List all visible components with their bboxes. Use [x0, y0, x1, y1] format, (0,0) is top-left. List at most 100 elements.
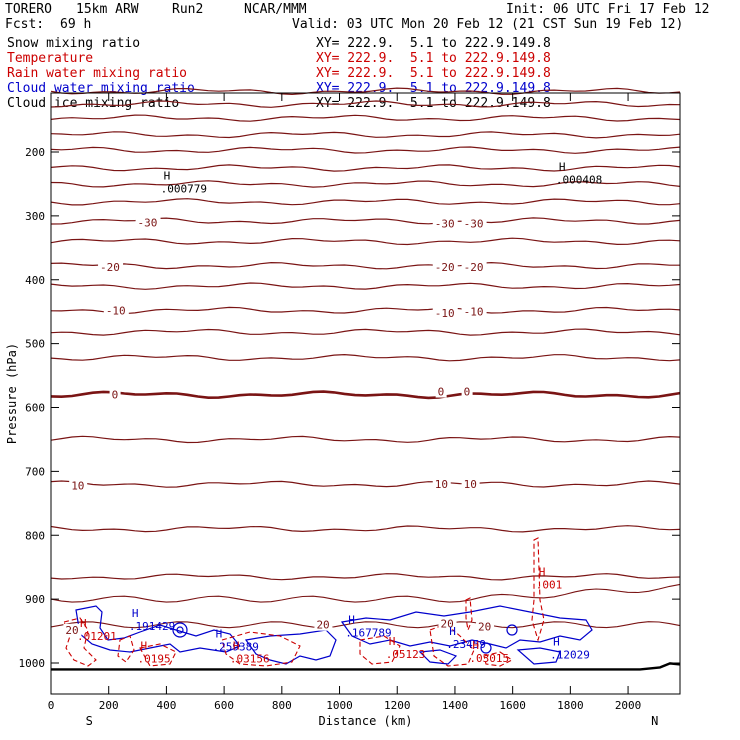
isotherm-line	[50, 261, 680, 270]
cloud-water-contour	[75, 605, 241, 653]
x-tick-label: 400	[156, 699, 176, 712]
isotherm-line	[50, 131, 681, 139]
isotherm-line	[50, 435, 681, 444]
legend-xy-temperature: XY= 222.9. 5.1 to 222.9.149.8	[316, 51, 551, 66]
isotherm-label: 10	[464, 478, 477, 491]
isotherm-label-bg	[432, 217, 458, 230]
maximum-marker: H	[389, 635, 396, 648]
x-axis-title: Distance (km)	[319, 714, 413, 728]
isotherm-label: 20	[441, 617, 454, 630]
isotherm-line	[50, 282, 681, 290]
isotherm-line	[50, 306, 681, 315]
x-tick-label: 600	[214, 699, 234, 712]
maximum-marker: H	[472, 639, 479, 652]
contour-label-layer: -30 -30 -30 -20 -20 -20 -10 -10 -10 0 0 0 10 10 10 20 20…	[63, 160, 602, 666]
x-tick-label: 0	[48, 699, 55, 712]
y-axis-title: Pressure (hPa)	[5, 343, 19, 444]
forecast-hours: 69 h	[60, 17, 92, 32]
isotherm-line	[50, 237, 681, 246]
rain-water-contour	[483, 651, 514, 667]
isotherm-label-bg	[135, 216, 161, 229]
maximum-value: .05123	[386, 648, 426, 661]
y-tick-label: 1000	[19, 657, 46, 670]
isotherm-label-bg	[461, 217, 487, 230]
isotherm-line	[50, 180, 681, 188]
maximum-marker: H	[348, 613, 355, 626]
isotherm-label: 0	[438, 386, 445, 399]
forecast-label: Fcst:	[5, 17, 45, 32]
y-tick-label: 400	[25, 274, 45, 287]
x-end-label-south: S	[86, 714, 93, 728]
legend-label-cloud-ice: Cloud ice mixing ratio	[7, 96, 180, 111]
maximum-marker: H	[553, 636, 560, 649]
y-tick-label: 800	[25, 529, 45, 542]
isotherm-label-bg	[461, 478, 480, 491]
rain-water-contour	[359, 635, 401, 665]
cloud-water-contour	[244, 629, 337, 665]
isotherm-label: 10	[435, 478, 448, 491]
maximum-marker: H	[80, 617, 87, 630]
rain-water-contour	[117, 635, 135, 663]
maximum-marker: H	[132, 607, 139, 620]
maximum-value: .23459	[446, 638, 486, 651]
init-time: Init: 06 UTC Fri 17 Feb 12	[506, 2, 710, 17]
isotherm-line	[50, 583, 681, 603]
isotherm-label: -30	[138, 216, 158, 229]
isotherm-layer	[50, 87, 681, 671]
cloud-water-contour	[516, 647, 561, 665]
isotherm-label: -30	[464, 218, 484, 231]
isotherm-line	[50, 146, 681, 154]
isotherm-label-bg	[438, 617, 457, 630]
isotherm-label-bg	[314, 618, 333, 631]
y-tick-label: 600	[25, 402, 45, 415]
isotherm-label-bg	[461, 260, 487, 273]
rain-water-contour	[221, 631, 301, 667]
isotherm-line	[50, 87, 681, 96]
isotherm-label: 10	[71, 479, 84, 492]
maximum-value: .001	[536, 578, 563, 591]
legend-xy-rain: XY= 222.9. 5.1 to 222.9.149.8	[316, 66, 551, 81]
isotherm-line	[50, 621, 681, 629]
model-resolution: 15km ARW	[76, 2, 139, 17]
isotherm-line	[50, 390, 681, 400]
rain-water-contour	[63, 617, 97, 667]
legend-label-rain: Rain water mixing ratio	[7, 66, 188, 81]
maximum-marker: H	[233, 640, 240, 653]
maximum-marker: H	[164, 169, 171, 182]
model-run: Run2	[172, 2, 204, 17]
isotherm-label: -20	[435, 261, 455, 274]
legend-label-snow: Snow mixing ratio	[7, 36, 141, 51]
rain-water-contour	[139, 643, 177, 667]
terrain-line	[51, 662, 681, 671]
isotherm-label-bg	[432, 260, 458, 273]
x-tick-label: 2000	[615, 699, 642, 712]
maximum-marker: H	[449, 625, 456, 638]
x-tick-label: 200	[99, 699, 119, 712]
isotherm-line	[50, 328, 681, 336]
rain-water-contour	[531, 537, 545, 642]
y-tick-label: 200	[25, 146, 45, 159]
isotherm-label: 20	[316, 619, 329, 632]
x-tick-label: 1600	[499, 699, 526, 712]
isotherm-label-bg	[461, 385, 473, 398]
isotherm-label: -30	[435, 218, 455, 231]
model-org: NCAR/MMM	[244, 2, 307, 17]
maximum-value: .000408	[556, 173, 602, 186]
x-end-label-north: N	[651, 714, 658, 728]
isotherm-label-bg	[109, 388, 121, 401]
isotherm-label-bg	[69, 479, 88, 492]
x-tick-label: 800	[272, 699, 292, 712]
cloud-water-contours	[75, 605, 593, 665]
maximum-marker: H	[216, 627, 223, 640]
isotherm-line	[50, 114, 681, 122]
cloud-water-contour	[176, 626, 184, 634]
maximum-value: .03015	[469, 652, 509, 665]
isotherm-label-bg	[435, 385, 447, 398]
isotherm-line	[50, 164, 681, 172]
maximum-value: .03156	[230, 653, 270, 666]
x-tick-label: 1800	[557, 699, 584, 712]
maximum-marker: H	[559, 160, 566, 173]
maximum-marker: H	[539, 565, 546, 578]
isotherm-line	[50, 573, 681, 581]
